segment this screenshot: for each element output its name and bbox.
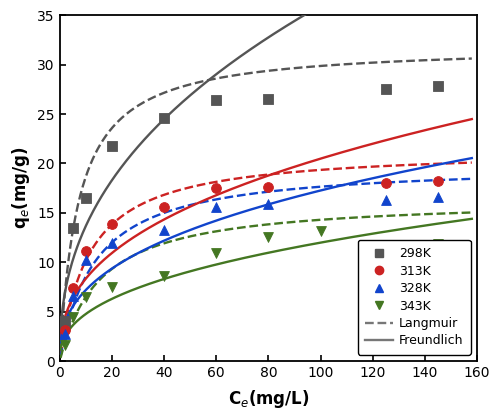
Point bbox=[108, 240, 116, 247]
Point bbox=[160, 115, 168, 121]
Point bbox=[69, 292, 77, 299]
Y-axis label: q$_e$(mg/g): q$_e$(mg/g) bbox=[10, 147, 32, 229]
Point bbox=[264, 96, 272, 102]
Point bbox=[264, 184, 272, 191]
Point bbox=[61, 317, 69, 324]
Point bbox=[382, 197, 390, 203]
Point bbox=[82, 257, 90, 264]
Point bbox=[69, 224, 77, 231]
Point bbox=[160, 226, 168, 233]
Point bbox=[108, 142, 116, 149]
Point bbox=[264, 201, 272, 207]
Point bbox=[69, 313, 77, 320]
Point bbox=[434, 178, 442, 185]
Point bbox=[382, 86, 390, 93]
Point bbox=[434, 194, 442, 200]
Point bbox=[212, 204, 220, 210]
Point bbox=[212, 97, 220, 104]
Point bbox=[82, 248, 90, 255]
X-axis label: C$_e$(mg/L): C$_e$(mg/L) bbox=[228, 388, 309, 410]
Point bbox=[108, 220, 116, 227]
Point bbox=[264, 233, 272, 240]
Point bbox=[61, 327, 69, 334]
Point bbox=[160, 273, 168, 279]
Point bbox=[160, 204, 168, 210]
Point bbox=[69, 285, 77, 291]
Point bbox=[434, 83, 442, 90]
Point bbox=[434, 241, 442, 248]
Point bbox=[382, 180, 390, 186]
Point bbox=[61, 331, 69, 338]
Point bbox=[82, 195, 90, 202]
Point bbox=[316, 227, 324, 234]
Legend: 298K, 313K, 328K, 343K, Langmuir, Freundlich: 298K, 313K, 328K, 343K, Langmuir, Freund… bbox=[358, 240, 471, 355]
Point bbox=[82, 294, 90, 300]
Point bbox=[61, 342, 69, 349]
Point bbox=[108, 284, 116, 290]
Point bbox=[212, 185, 220, 192]
Point bbox=[212, 250, 220, 257]
